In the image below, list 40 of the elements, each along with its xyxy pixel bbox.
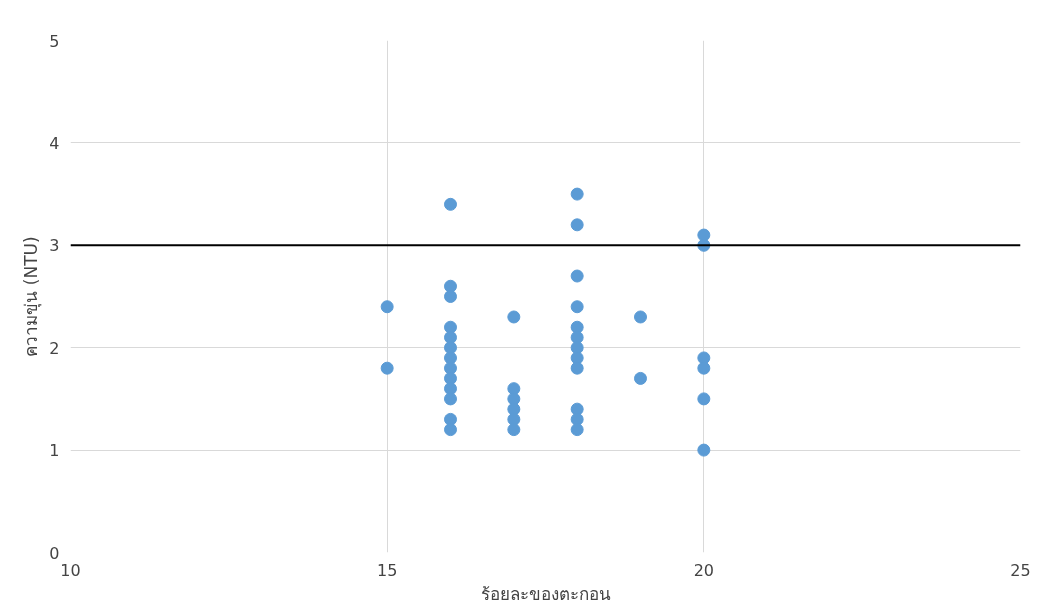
- point: [507, 423, 521, 437]
- x-tick-label: 25: [1010, 560, 1031, 580]
- point: [570, 218, 584, 232]
- point: [444, 320, 457, 334]
- y-tick-label: 2: [49, 338, 60, 358]
- point: [570, 187, 584, 201]
- point: [697, 351, 711, 365]
- point: [507, 310, 521, 324]
- y-axis-title: ความขุ่น (NTU): [21, 236, 43, 357]
- point: [444, 290, 457, 303]
- x-tick-label: 15: [376, 560, 398, 580]
- point: [697, 443, 711, 457]
- x-tick-label: 10: [60, 560, 81, 580]
- point: [444, 330, 457, 344]
- point: [697, 392, 711, 406]
- x-axis-title: ร้อยละของตะกอน: [480, 583, 611, 604]
- x-tick-label: 20: [693, 560, 715, 580]
- point: [380, 361, 394, 375]
- point: [634, 371, 647, 385]
- point: [697, 361, 711, 375]
- y-tick-label: 4: [49, 133, 60, 153]
- point: [507, 402, 521, 416]
- y-tick-label: 1: [49, 441, 60, 461]
- point: [697, 228, 711, 242]
- y-tick-label: 5: [49, 31, 60, 51]
- point: [444, 197, 457, 211]
- point: [444, 392, 457, 406]
- point: [570, 423, 584, 437]
- point: [634, 310, 647, 324]
- point: [444, 423, 457, 437]
- y-tick-label: 3: [49, 236, 60, 256]
- point: [570, 269, 584, 283]
- point: [570, 361, 584, 375]
- point: [444, 361, 457, 375]
- y-tick-label: 0: [49, 543, 60, 563]
- point: [380, 300, 394, 314]
- point: [570, 351, 584, 365]
- point: [444, 351, 457, 365]
- point: [444, 279, 457, 293]
- point: [570, 300, 584, 314]
